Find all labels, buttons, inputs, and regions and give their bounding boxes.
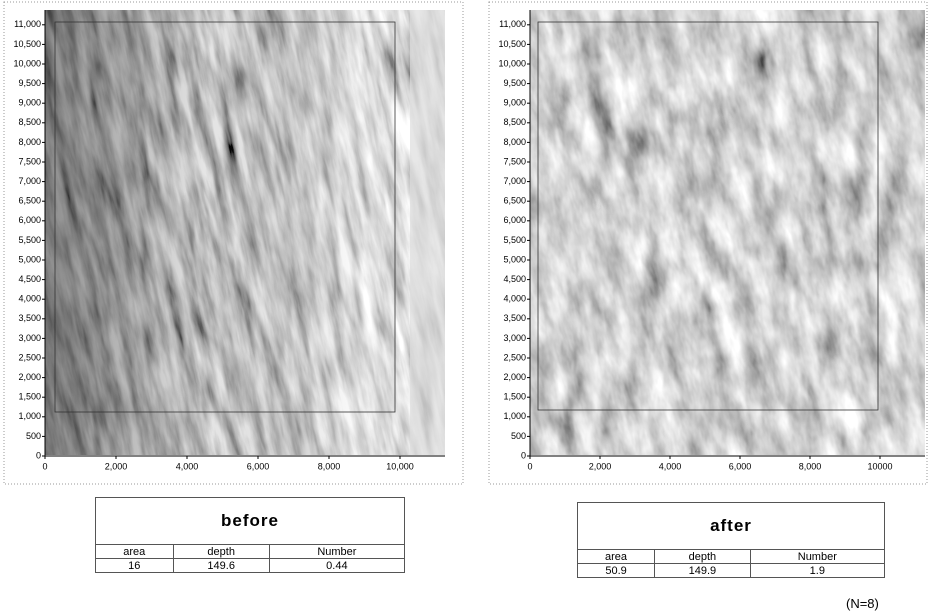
x-tick-label: 10,000 [386,461,414,471]
y-tick-label: 7,500 [18,156,41,166]
y-tick-label: 7,000 [503,176,526,186]
y-tick-label: 9,000 [503,98,526,108]
y-tick-label: 2,000 [503,372,526,382]
y-tick-label: 1,500 [503,392,526,402]
y-tick-label: 0 [521,450,526,460]
y-tick-label: 9,500 [503,78,526,88]
y-tick-label: 9,000 [18,98,41,108]
table-cell: 50.9 [578,564,655,578]
table-cell: 149.6 [173,559,269,573]
table-cell: 0.44 [269,559,404,573]
x-tick-label: 10000 [867,461,892,471]
table-header: Number [750,550,884,564]
x-tick-label: 8,000 [318,461,341,471]
sample-note: (N=8) [846,596,879,611]
table-header: depth [655,550,751,564]
y-tick-label: 10,000 [13,58,41,68]
y-tick-label: 2,500 [18,352,41,362]
table-row: after [578,503,885,550]
y-tick-label: 10,500 [13,39,41,49]
y-tick-label: 8,000 [18,137,41,147]
y-tick-label: 1,500 [18,392,41,402]
y-tick-label: 4,500 [18,274,41,284]
y-tick-label: 7,500 [503,156,526,166]
table-cell: 149.9 [655,564,751,578]
y-tick-label: 5,500 [18,235,41,245]
y-tick-label: 10,000 [498,58,526,68]
table-header: area [578,550,655,564]
y-tick-label: 0 [36,450,41,460]
y-tick-label: 9,500 [18,78,41,88]
micrograph-edge [410,10,445,455]
y-tick-label: 3,000 [503,333,526,343]
table-title: before [96,498,405,545]
y-tick-label: 500 [511,431,526,441]
x-tick-label: 4,000 [176,461,199,471]
x-tick-label: 4,000 [659,461,682,471]
table-row: before [96,498,405,545]
table-title: after [578,503,885,550]
y-tick-label: 6,000 [18,215,41,225]
table-header: depth [173,545,269,559]
table-header: Number [269,545,404,559]
y-tick-label: 10,500 [498,39,526,49]
y-tick-label: 1,000 [18,411,41,421]
micrograph-shading [45,10,445,455]
y-tick-label: 6,000 [503,215,526,225]
y-tick-label: 5,000 [503,254,526,264]
x-tick-label: 8,000 [799,461,822,471]
y-tick-label: 3,500 [503,313,526,323]
y-tick-label: 500 [26,431,41,441]
y-tick-label: 3,500 [18,313,41,323]
table-cell: 1.9 [750,564,884,578]
y-tick-label: 8,000 [503,137,526,147]
figure: 0 500 1,000 1,500 2,000 2,500 3,000 3,500 4,000 4… [0,0,929,616]
x-tick-label: 2,000 [105,461,128,471]
y-tick-label: 4,000 [18,294,41,304]
y-tick-label: 4,000 [503,294,526,304]
x-tick-label: 6,000 [247,461,270,471]
x-tick-label: 2,000 [589,461,612,471]
y-tick-label: 2,000 [18,372,41,382]
x-tick-label: 0 [527,461,532,471]
y-tick-label: 5,000 [18,254,41,264]
y-tick-label: 5,500 [503,235,526,245]
y-tick-label: 8,500 [503,117,526,127]
y-tick-label: 11,000 [14,19,41,29]
y-tick-label: 8,500 [18,117,41,127]
table-header: area [96,545,174,559]
x-tick-label: 0 [42,461,47,471]
y-tick-label: 6,500 [503,196,526,206]
y-tick-label: 11,000 [499,19,526,29]
y-tick-label: 1,000 [503,411,526,421]
y-tick-label: 3,000 [18,333,41,343]
y-tick-label: 2,500 [503,352,526,362]
x-tick-label: 6,000 [729,461,752,471]
y-tick-label: 7,000 [18,176,41,186]
y-tick-label: 4,500 [503,274,526,284]
table-cell: 16 [96,559,174,573]
y-tick-label: 6,500 [18,196,41,206]
